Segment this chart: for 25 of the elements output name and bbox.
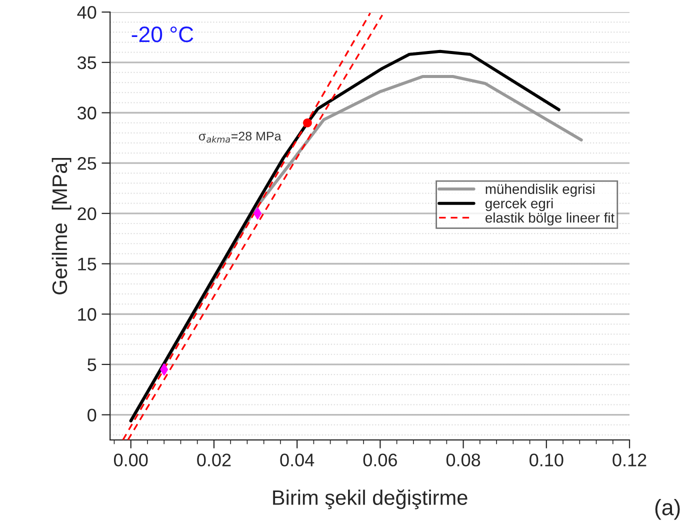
y-tick-label: 30 xyxy=(77,106,96,120)
x-tick-label: 0.10 xyxy=(530,454,564,466)
x-tick-label: 0.12 xyxy=(612,454,646,466)
annotation: σ$_{akma}$=28 MPa xyxy=(198,132,282,143)
point xyxy=(302,118,312,128)
x-tick-label: 0.08 xyxy=(446,454,480,466)
annotation: -20 °C xyxy=(132,26,194,42)
x-tick-label: 0.04 xyxy=(280,454,314,466)
y-tick-label: 25 xyxy=(78,157,96,170)
text: (a) xyxy=(655,499,680,520)
legend-label: mühendislik egrisi xyxy=(486,184,594,197)
y-tick-label: 40 xyxy=(77,6,96,19)
legend-label: gercek egri xyxy=(485,198,553,212)
x-tick-label: 0.06 xyxy=(363,454,397,466)
x-axis-title: Birim şekil değiştirme xyxy=(273,489,468,510)
legend-label: elastik bölge lineer fit xyxy=(486,212,615,226)
y-tick-label: 35 xyxy=(77,56,96,70)
y-axis-title: Gerilme [MPa] xyxy=(52,158,72,294)
y-tick-label: 20 xyxy=(78,207,96,220)
y-tick-label: 10 xyxy=(78,308,96,321)
x-tick-label: 0.02 xyxy=(197,454,231,466)
y-tick-label: 0 xyxy=(88,408,96,422)
y-tick-label: 15 xyxy=(78,258,96,270)
y-tick-label: 5 xyxy=(88,358,96,372)
x-tick-label: 0.00 xyxy=(114,454,148,466)
